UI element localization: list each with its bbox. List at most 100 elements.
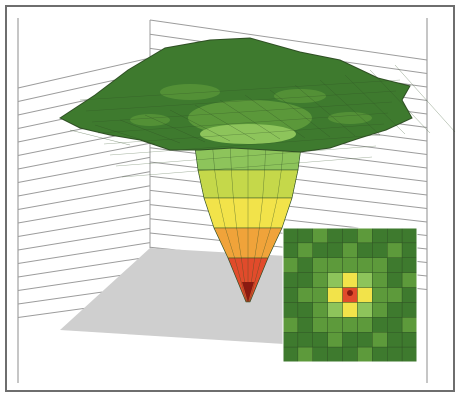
inset-cell (282, 227, 299, 244)
surface-patch (160, 84, 220, 100)
funnel-mesh-line (227, 257, 247, 303)
left-wall-gridline (17, 242, 151, 264)
funnel-mesh-line (214, 169, 219, 199)
inset-cell (312, 346, 328, 363)
inset-heatmap (282, 227, 418, 363)
inset-cell (282, 346, 299, 363)
inset-cell (342, 332, 358, 348)
left-wall-gridline (17, 227, 151, 251)
inset-cell (342, 227, 358, 244)
inset-cell (372, 227, 388, 244)
surface-mesh-line (344, 74, 406, 135)
inset-cell (297, 317, 313, 333)
surface-mesh-line (103, 123, 385, 145)
inset-cell (312, 227, 328, 244)
surface-mesh-line (169, 109, 231, 142)
surface-mesh-line (94, 124, 156, 145)
inset-cell (297, 302, 313, 318)
inset-cell (282, 257, 299, 273)
surface-mesh-line (194, 104, 256, 141)
surface-mesh-line (394, 64, 456, 133)
inset-cell (372, 302, 388, 318)
inset-cell (387, 287, 403, 303)
inset-cell (372, 242, 388, 258)
inset-cell (372, 346, 388, 363)
inset-cell (297, 272, 313, 288)
inset-cell (372, 287, 388, 303)
funnel-mesh-line (262, 169, 265, 199)
inset-cell (357, 346, 373, 363)
inset-cell (282, 287, 299, 303)
inset-cell (297, 257, 313, 273)
inset-cell (282, 302, 299, 318)
left-wall-gridline (17, 142, 151, 170)
inset-cell (401, 272, 418, 288)
inset-cell (282, 332, 299, 348)
inset-cell (282, 242, 299, 258)
inset-cell (387, 272, 403, 288)
left-wall-gridline (17, 213, 151, 237)
funnel-mesh-line (197, 169, 205, 199)
inset-cell (357, 227, 373, 244)
funnel-mesh-line (213, 227, 229, 259)
inset-cell (357, 257, 373, 273)
inset-cell (327, 346, 343, 363)
funnel-mesh-line (234, 257, 247, 303)
inset-cell (401, 317, 418, 333)
inset-cell (387, 346, 403, 363)
inset-cell (297, 242, 313, 258)
funnel-mesh-line (231, 169, 234, 199)
surface-mesh-line (69, 129, 131, 146)
inset-cell (327, 272, 343, 288)
inset-cell (342, 242, 358, 258)
inset-cell (327, 302, 343, 318)
inset-cell (327, 257, 343, 273)
funnel-mesh-line (291, 169, 299, 199)
inset-center-point (347, 290, 353, 296)
inset-cell (401, 227, 418, 244)
surface-mesh-line (369, 69, 431, 134)
surface-mesh-line (219, 99, 281, 140)
inset-cell (327, 227, 343, 244)
surface-mesh-line (144, 114, 206, 143)
inset-cell (327, 287, 343, 303)
inset-cell (387, 317, 403, 333)
inset-cell (297, 227, 313, 244)
inset-cell (387, 332, 403, 348)
surface-patch (274, 89, 326, 103)
inset-cell (357, 302, 373, 318)
inset-cell (372, 272, 388, 288)
inset-cell (282, 272, 299, 288)
inset-cell (282, 317, 299, 333)
left-wall-gridline (17, 199, 151, 224)
inset-cell (297, 332, 313, 348)
figure-frame (5, 5, 455, 392)
surface-mesh-line (91, 101, 393, 123)
left-wall-gridline (17, 256, 151, 278)
inset-cell (327, 332, 343, 348)
left-wall-gridline (17, 185, 151, 210)
inset-cell (357, 332, 373, 348)
inset-cell (401, 346, 418, 363)
inset-cell (297, 346, 313, 363)
inset-cell (342, 317, 358, 333)
inset-cell (312, 257, 328, 273)
inset-cell (312, 332, 328, 348)
surface-mesh-line (244, 94, 306, 139)
inset-cell (357, 242, 373, 258)
inset-cell (357, 287, 373, 303)
inset-cell (357, 272, 373, 288)
surface-mesh-line (85, 90, 397, 112)
funnel-mesh-line (270, 197, 278, 229)
inset-cell (312, 287, 328, 303)
surface-mesh-line (115, 145, 377, 167)
funnel-mesh-line (261, 227, 271, 259)
inset-cell (312, 272, 328, 288)
inset-cell (401, 257, 418, 273)
funnel-mesh-line (267, 227, 283, 259)
inset-cell (312, 317, 328, 333)
surface-mesh-line (97, 112, 389, 134)
surface-mesh-line (79, 79, 401, 101)
surface-mesh-line (121, 156, 373, 178)
surface-mesh-line (319, 79, 381, 136)
